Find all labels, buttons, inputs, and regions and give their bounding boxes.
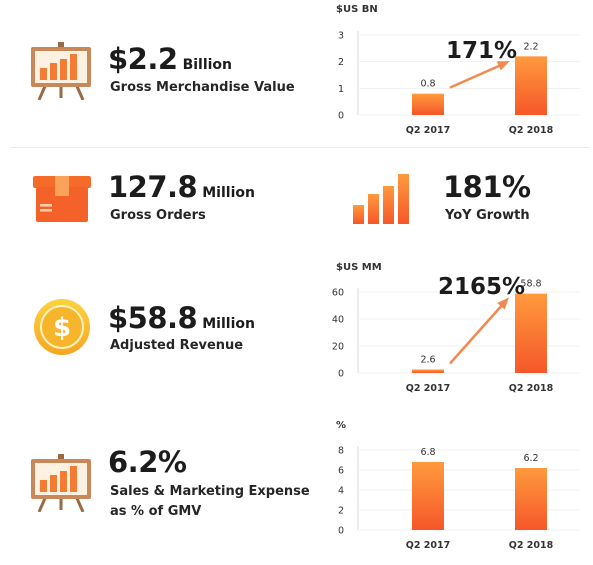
- y-tick-label: 0: [338, 526, 344, 537]
- bar: [412, 369, 444, 373]
- package-box-icon: [33, 176, 91, 222]
- y-tick-label: 6: [338, 466, 344, 477]
- easel-chart-icon: [30, 42, 92, 101]
- x-tick-label: Q2 2018: [509, 125, 554, 136]
- x-tick-label: Q2 2018: [509, 540, 554, 551]
- revenue-value: $58.8 Million: [108, 301, 255, 335]
- bar: [515, 468, 547, 530]
- gmv-label: Gross Merchandise Value: [110, 80, 295, 95]
- y-tick-label: 1: [338, 84, 344, 95]
- bar-value-label: 2.2: [523, 41, 538, 52]
- growth-annotation: 171%: [446, 38, 517, 64]
- x-tick-label: Q2 2017: [406, 540, 450, 551]
- orders-value: 127.8 Million: [108, 170, 255, 204]
- y-axis-unit-label: $US BN: [336, 4, 378, 15]
- growth-label: YoY Growth: [445, 208, 530, 223]
- growth-arrow-head: [496, 61, 510, 71]
- bar: [412, 462, 444, 530]
- y-tick-label: 8: [338, 446, 344, 457]
- y-tick-label: 2: [338, 506, 344, 517]
- y-tick-label: 20: [332, 342, 344, 353]
- x-tick-label: Q2 2017: [406, 125, 450, 136]
- sm-value: 6.2%: [108, 445, 187, 479]
- y-tick-label: 2: [338, 57, 344, 68]
- sm-expense-bar-chart: % 0 2 4 6 8 6.8 Q2 2017 6.2 Q2 2018: [336, 420, 580, 551]
- revenue-bar-chart: $US MM 0 20 40 60 2.6 Q2 2017 58.8 Q2 2018 2165%: [332, 262, 580, 394]
- y-axis-unit-label: $US MM: [336, 262, 382, 273]
- y-tick-label: 4: [338, 486, 344, 497]
- y-tick-label: 40: [332, 315, 344, 326]
- x-tick-label: Q2 2017: [406, 383, 450, 394]
- sm-label-line1: Sales & Marketing Expense: [110, 484, 310, 499]
- y-tick-label: 0: [338, 111, 344, 122]
- divider: [10, 147, 590, 148]
- growth-arrow-line: [449, 298, 508, 365]
- dollar-coin-icon: $: [33, 298, 91, 356]
- bar-value-label: 58.8: [520, 279, 541, 290]
- bar: [412, 93, 444, 115]
- bar-value-label: 2.6: [420, 354, 435, 365]
- svg-text:$: $: [53, 313, 71, 343]
- bar: [515, 293, 547, 373]
- revenue-label: Adjusted Revenue: [110, 338, 244, 353]
- y-tick-label: 3: [338, 31, 344, 42]
- bar-growth-icon: [351, 172, 413, 224]
- easel-chart-icon: [30, 454, 92, 513]
- y-tick-label: 0: [338, 369, 344, 380]
- bar-value-label: 6.2: [523, 453, 538, 464]
- growth-annotation: 2165%: [438, 274, 525, 300]
- gmv-value: $2.2 Billion: [108, 42, 233, 76]
- bar-value-label: 6.8: [420, 447, 435, 458]
- gmv-bar-chart: $US BN 0 1 2 3 0.8 Q2 2017 2.2 Q2 2018 171%: [336, 4, 580, 136]
- bar: [515, 56, 547, 115]
- orders-label: Gross Orders: [110, 208, 206, 223]
- growth-value: 181%: [443, 170, 531, 204]
- sm-label-line2: as % of GMV: [110, 504, 202, 519]
- bar-value-label: 0.8: [420, 79, 435, 90]
- x-tick-label: Q2 2018: [509, 383, 554, 394]
- y-tick-label: 60: [332, 288, 344, 299]
- growth-arrow-line: [449, 61, 508, 89]
- growth-arrow-head: [497, 297, 509, 310]
- y-axis-unit-label: %: [336, 420, 346, 431]
